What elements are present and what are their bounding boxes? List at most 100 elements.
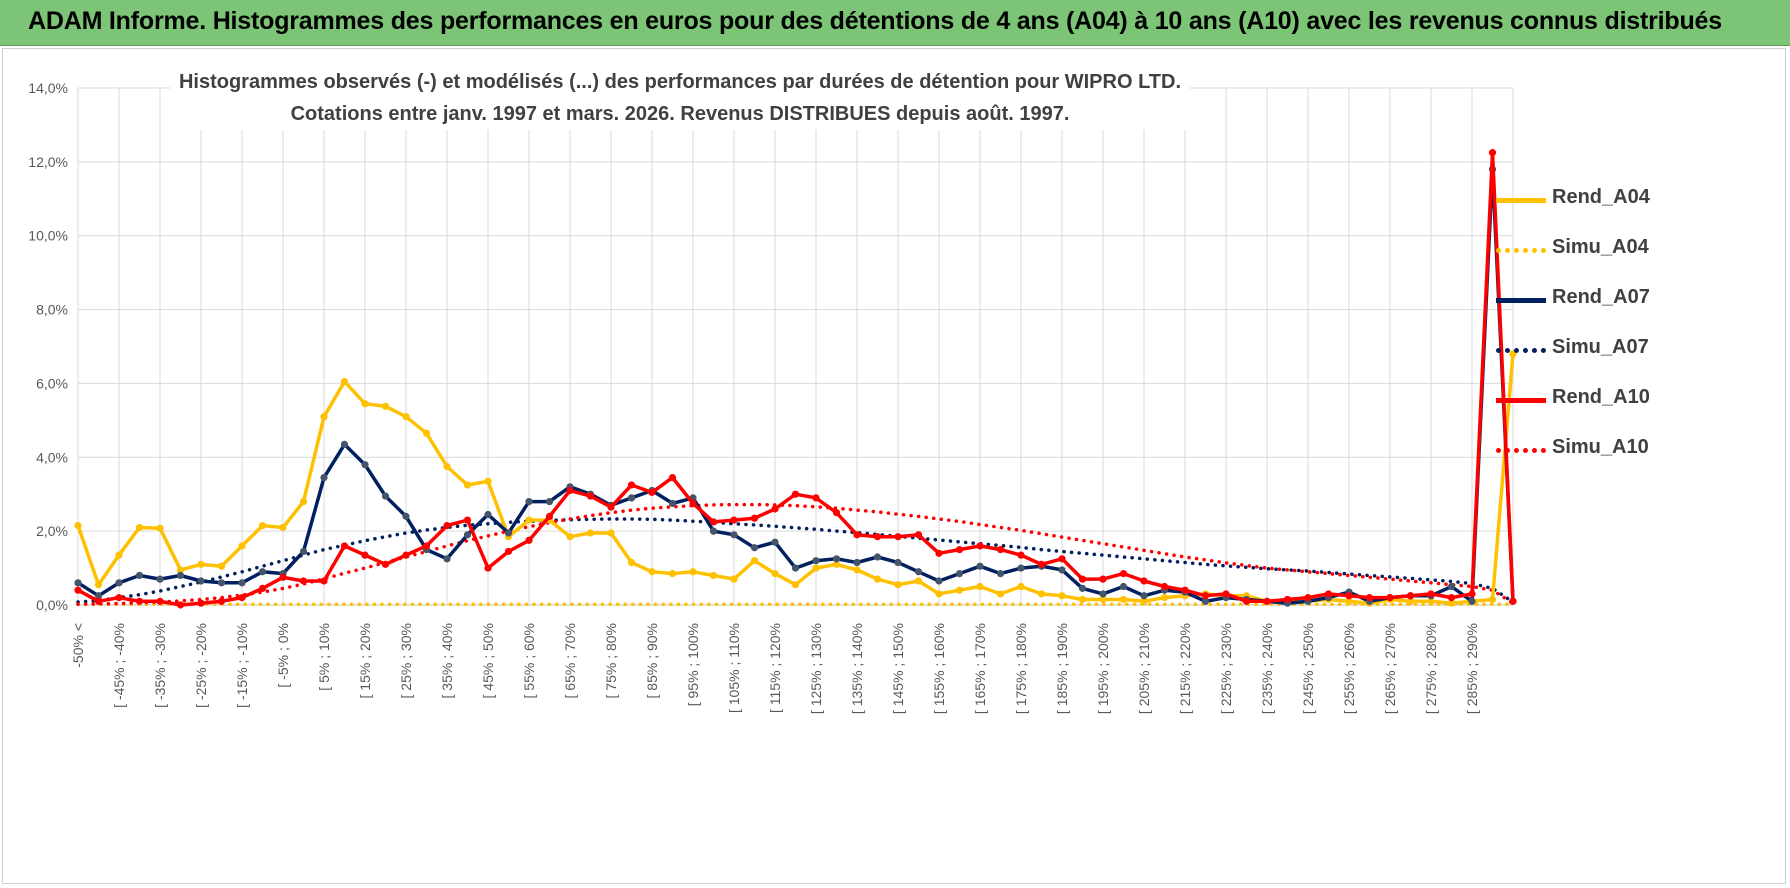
data-point-rend-a10: [156, 597, 164, 605]
data-point-rend-a10: [1447, 594, 1456, 602]
chart-frame: [2, 48, 1786, 884]
y-tick-label: 4,0%: [36, 449, 68, 465]
data-point-rend-a10: [627, 481, 636, 489]
data-point-rend-a10: [545, 512, 554, 520]
data-point-rend-a04: [135, 523, 144, 532]
data-point-rend-a07: [504, 529, 513, 537]
data-point-rend-a07: [402, 512, 410, 520]
data-point-rend-a07: [668, 499, 677, 508]
series-line-rend-a07: [77, 167, 1515, 605]
data-point-rend-a07: [1058, 566, 1066, 574]
data-point-rend-a10: [1427, 590, 1435, 598]
y-tick-label: 6,0%: [36, 375, 68, 391]
data-point-rend-a04: [176, 566, 185, 574]
data-point-rend-a10: [976, 542, 984, 550]
data-point-rend-a10: [135, 597, 144, 605]
data-point-rend-a07: [484, 510, 492, 519]
data-point-rend-a07: [750, 544, 759, 552]
data-point-rend-a04: [689, 568, 697, 576]
data-point-rend-a04: [607, 529, 615, 537]
data-point-rend-a04: [955, 586, 964, 594]
y-tick-label: 12,0%: [28, 154, 68, 170]
x-tick-label: [ 265% ; 270%: [1382, 623, 1398, 714]
legend-item-simu-a10: Simu_A10: [1488, 428, 1688, 478]
data-point-rend-a07: [812, 557, 820, 565]
data-point-rend-a07: [217, 579, 226, 587]
data-point-rend-a04: [1488, 595, 1497, 604]
title-banner: ADAM Informe. Histogrammes des performan…: [0, 0, 1790, 46]
data-point-rend-a10: [566, 486, 574, 495]
data-point-rend-a10: [955, 546, 964, 554]
y-tick-label: 14,0%: [28, 80, 68, 96]
data-point-rend-a10: [1263, 597, 1271, 605]
data-point-rend-a10: [217, 597, 226, 605]
x-tick-label: [ 135% ; 140%: [849, 623, 865, 714]
data-point-rend-a10: [238, 594, 246, 602]
data-point-rend-a10: [1324, 590, 1333, 598]
data-point-rend-a04: [156, 524, 164, 532]
data-point-rend-a07: [258, 568, 267, 576]
data-point-rend-a04: [1447, 599, 1456, 607]
data-point-rend-a10: [381, 560, 390, 568]
x-tick-label: [ 85% ; 90%: [644, 623, 660, 699]
data-point-rend-a04: [627, 558, 636, 567]
data-point-rend-a07: [135, 571, 144, 580]
data-point-rend-a04: [463, 481, 472, 489]
data-point-rend-a07: [1099, 590, 1107, 598]
data-point-rend-a10: [1037, 560, 1046, 568]
data-point-rend-a07: [238, 579, 246, 587]
data-point-rend-a10: [197, 599, 205, 607]
data-point-rend-a10: [340, 542, 349, 550]
legend-swatch-simu-a04: [1496, 248, 1546, 253]
data-point-rend-a04: [709, 571, 718, 580]
y-tick-label: 2,0%: [36, 523, 68, 539]
x-tick-label: -50% <: [70, 623, 86, 668]
x-tick-label: [ 105% ; 110%: [726, 623, 742, 713]
data-point-rend-a10: [996, 546, 1005, 554]
data-point-rend-a04: [1140, 597, 1148, 605]
data-point-rend-a04: [812, 564, 820, 572]
data-point-rend-a10: [361, 551, 369, 559]
data-point-rend-a10: [1345, 592, 1353, 600]
data-point-rend-a07: [853, 558, 861, 567]
data-point-rend-a07: [976, 562, 984, 570]
data-point-rend-a07: [1468, 597, 1476, 605]
data-point-rend-a04: [320, 413, 328, 421]
legend-item-rend-a10: Rend_A10: [1488, 378, 1688, 428]
data-point-rend-a04: [361, 400, 369, 408]
data-point-rend-a10: [176, 601, 185, 609]
data-point-rend-a10: [1468, 590, 1476, 598]
data-point-rend-a10: [1222, 590, 1230, 598]
data-point-rend-a10: [1488, 149, 1497, 157]
data-point-rend-a07: [1140, 592, 1148, 600]
data-point-rend-a10: [1058, 555, 1066, 563]
data-point-rend-a10: [935, 549, 943, 557]
data-point-rend-a10: [1181, 586, 1189, 594]
x-tick-label: [ 25% ; 30%: [398, 623, 414, 699]
x-tick-label: [ 95% ; 100%: [685, 623, 701, 706]
legend-item-simu-a04: Simu_A04: [1488, 228, 1688, 278]
y-tick-label: 0,0%: [36, 597, 68, 613]
legend-swatch-rend-a10: [1496, 398, 1546, 403]
x-tick-label: [ 205% ; 210%: [1136, 623, 1152, 714]
data-point-rend-a04: [1427, 597, 1435, 605]
data-point-rend-a10: [1140, 577, 1148, 585]
data-point-rend-a04: [894, 581, 902, 589]
data-point-rend-a04: [1037, 590, 1046, 598]
data-point-rend-a10: [648, 488, 656, 496]
series-line-rend-a10: [77, 150, 1515, 607]
data-point-rend-a10: [1160, 582, 1169, 591]
x-tick-label: [ 145% ; 150%: [890, 623, 906, 714]
data-point-rend-a04: [381, 402, 390, 410]
legend-swatch-simu-a10: [1496, 448, 1546, 453]
data-point-rend-a10: [832, 509, 841, 517]
data-point-rend-a04: [299, 498, 308, 506]
data-point-rend-a10: [463, 516, 472, 524]
data-point-rend-a04: [1017, 582, 1025, 591]
data-point-rend-a07: [443, 555, 451, 563]
data-point-rend-a07: [709, 527, 718, 535]
data-point-rend-a10: [791, 490, 800, 498]
data-point-rend-a10: [1201, 592, 1210, 600]
chart-title-line-2: Cotations entre janv. 1997 et mars. 2026…: [290, 103, 1070, 125]
x-tick-label: [ 45% ; 50%: [480, 623, 496, 699]
